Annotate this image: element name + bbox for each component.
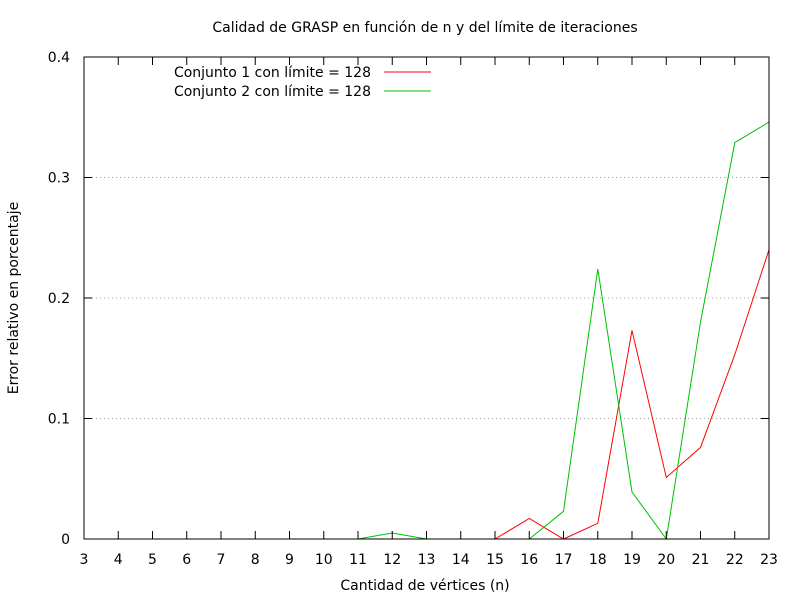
x-tick-label: 17 <box>555 552 573 568</box>
x-tick-label: 7 <box>217 552 226 568</box>
y-tick-label: 0.4 <box>48 50 70 66</box>
x-tick-label: 14 <box>452 552 470 568</box>
x-tick-label: 6 <box>182 552 191 568</box>
grid-lines <box>84 177 769 419</box>
x-tick-label: 10 <box>315 552 333 568</box>
x-tick-label: 9 <box>285 552 294 568</box>
x-tick-label: 19 <box>623 552 641 568</box>
x-tick-label: 8 <box>251 552 260 568</box>
x-tick-label: 11 <box>349 552 367 568</box>
x-tick-label: 21 <box>692 552 710 568</box>
x-axis-label: Cantidad de vértices (n) <box>340 578 509 594</box>
x-axis-ticks: 3 4 5 6 7 8 9 10 11 12 13 14 15 16 17 18 19 20 21 22 23 <box>80 57 778 568</box>
x-tick-label: 18 <box>589 552 607 568</box>
x-tick-label: 12 <box>383 552 401 568</box>
series-line-2 <box>357 121 770 541</box>
legend-label-2: Conjunto 2 con límite = 128 <box>174 84 371 100</box>
chart-title: Calidad de GRASP en función de n y del l… <box>212 20 637 36</box>
series-lines <box>357 121 770 541</box>
y-tick-label: 0 <box>61 532 70 548</box>
x-tick-label: 13 <box>418 552 436 568</box>
x-tick-label: 15 <box>486 552 504 568</box>
y-axis-label: Error relativo en porcentaje <box>6 202 22 394</box>
y-tick-label: 0.1 <box>48 412 70 428</box>
x-tick-label: 4 <box>114 552 123 568</box>
y-axis-ticks: 0 0.1 0.2 0.3 0.4 <box>48 50 769 548</box>
legend-label-1: Conjunto 1 con límite = 128 <box>174 65 371 81</box>
x-tick-label: 5 <box>148 552 157 568</box>
legend: Conjunto 1 con límite = 128 Conjunto 2 co… <box>174 65 431 100</box>
x-tick-label: 3 <box>80 552 89 568</box>
x-tick-label: 20 <box>657 552 675 568</box>
series-line-1 <box>494 249 770 540</box>
plot-frame <box>83 56 770 540</box>
y-tick-label: 0.3 <box>48 171 70 187</box>
x-tick-label: 16 <box>520 552 538 568</box>
x-tick-label: 22 <box>726 552 744 568</box>
x-tick-label: 23 <box>760 552 778 568</box>
y-tick-label: 0.2 <box>48 291 70 307</box>
